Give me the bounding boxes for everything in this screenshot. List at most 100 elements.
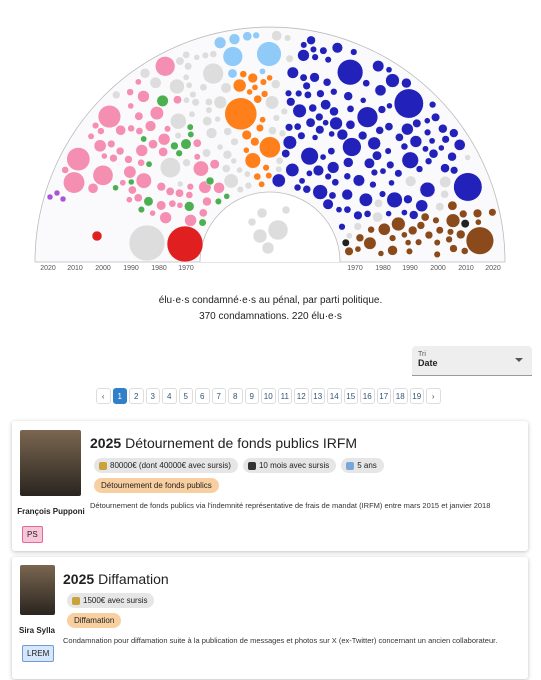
bubble [419, 181, 436, 198]
bubble [252, 228, 268, 244]
bubble [297, 49, 310, 62]
bubble [327, 147, 336, 156]
bubble [336, 128, 349, 141]
bubble [329, 116, 343, 131]
bubble [199, 83, 208, 92]
bubble [428, 101, 437, 109]
bubble [184, 62, 193, 71]
bubble [439, 175, 452, 188]
bubble [275, 156, 284, 165]
bubble [415, 165, 424, 173]
page-button[interactable]: 17 [376, 388, 391, 404]
bubble [401, 122, 414, 136]
bubble [271, 173, 286, 188]
bubble [285, 54, 294, 63]
page-button[interactable]: 7 [211, 388, 226, 404]
page-button[interactable]: 18 [393, 388, 408, 404]
page-button[interactable]: 10 [261, 388, 276, 404]
bubble [386, 191, 403, 209]
bubble [308, 103, 318, 113]
bubble [299, 73, 308, 82]
page-button[interactable]: 15 [343, 388, 358, 404]
bubble [358, 130, 368, 141]
bubble [363, 157, 375, 169]
bubble [188, 110, 196, 118]
bubble [488, 208, 497, 217]
page-button[interactable]: 1 [112, 388, 127, 404]
bubble [209, 159, 220, 170]
bubble [66, 147, 91, 171]
page-button[interactable]: 13 [310, 388, 325, 404]
bubble [189, 90, 197, 99]
bubble [209, 50, 218, 58]
bubble [128, 224, 166, 262]
bubble [244, 181, 253, 190]
sort-select[interactable]: Tri Date [412, 346, 532, 376]
axis-label: 1970 [347, 265, 363, 272]
bubble [135, 172, 152, 189]
bubble [119, 179, 127, 187]
bubble [214, 115, 221, 123]
bubble [137, 90, 150, 103]
bubble [243, 146, 250, 154]
bubble [174, 131, 182, 140]
bubble [432, 216, 440, 224]
bubble [346, 105, 355, 113]
page-button[interactable]: 5 [178, 388, 193, 404]
title-text: Diffamation [98, 571, 169, 587]
axis-label: 2000 [430, 265, 446, 272]
category-chip: Diffamation [67, 613, 122, 628]
bubble [261, 241, 275, 255]
bubble [284, 123, 294, 132]
page-button[interactable]: 12 [294, 388, 309, 404]
photo [20, 565, 55, 615]
bubble [362, 79, 371, 88]
page-button[interactable]: 8 [228, 388, 243, 404]
bubble [186, 123, 194, 131]
page-button[interactable]: 9 [244, 388, 259, 404]
bubble [270, 79, 281, 89]
page-next[interactable]: › [426, 388, 441, 404]
bubble [156, 200, 167, 211]
page-button[interactable]: 2 [129, 388, 144, 404]
page-button[interactable]: 3 [145, 388, 160, 404]
card: Sira Sylla LREM 2025 Diffamation 1500€ avec … [12, 557, 528, 679]
bubble [300, 147, 319, 166]
bubble [163, 125, 172, 133]
bubble [459, 209, 468, 219]
bubble [316, 89, 325, 98]
bubble [156, 94, 169, 107]
bubble [46, 193, 54, 201]
page-prev[interactable]: ‹ [96, 388, 111, 404]
bubble [157, 132, 171, 146]
bubble [379, 167, 387, 175]
bubble [184, 214, 197, 227]
bubble [409, 210, 419, 220]
axis-label: 2020 [485, 265, 501, 272]
bubble [337, 59, 364, 86]
title-text: Détournement de fonds publics IRFM [125, 435, 358, 451]
bubble [401, 209, 408, 216]
page-button[interactable]: 19 [409, 388, 424, 404]
bubble [216, 143, 224, 151]
bubble [386, 102, 393, 110]
bubble [230, 137, 239, 146]
bubble [186, 183, 194, 191]
page-button[interactable]: 14 [327, 388, 342, 404]
page-button[interactable]: 6 [195, 388, 210, 404]
bubble [460, 247, 469, 255]
bubble [284, 34, 292, 42]
tags: 80000€ (dont 40000€ avec sursis) 10 mois … [94, 458, 384, 473]
axis-label: 2010 [67, 265, 83, 272]
bubble [401, 231, 408, 239]
page-button[interactable]: 11 [277, 388, 292, 404]
bubble [438, 144, 445, 152]
bubble [404, 239, 412, 246]
bubble [247, 217, 257, 227]
page-button[interactable]: 16 [360, 388, 375, 404]
bubble [460, 219, 470, 229]
bubble [464, 154, 471, 161]
page-button[interactable]: 4 [162, 388, 177, 404]
bubble [192, 160, 209, 177]
tag-text: 10 mois avec sursis [258, 461, 330, 470]
